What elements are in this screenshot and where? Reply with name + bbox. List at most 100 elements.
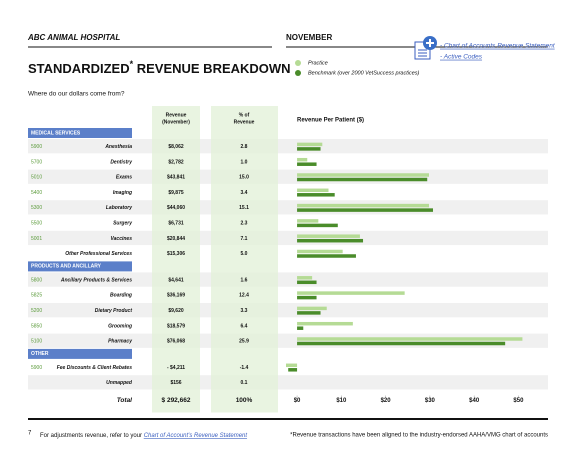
- bar: [297, 173, 430, 177]
- x-tick-label: $0: [294, 398, 301, 404]
- chart-title: Revenue Per Patient ($): [297, 118, 364, 124]
- row-name: Surgery: [113, 220, 132, 226]
- percent: 3.4: [241, 190, 248, 196]
- column-header: (November): [162, 119, 190, 125]
- title-mark: *: [130, 59, 134, 69]
- row-name: Vaccines: [111, 236, 133, 242]
- revenue: - $4,211: [167, 365, 185, 371]
- row-name: Dentistry: [110, 159, 132, 165]
- note: For adjustments revenue, refer to your: [40, 433, 144, 439]
- bar: [297, 203, 430, 208]
- bar: [297, 234, 360, 238]
- link[interactable]: - Chart of Accounts Revenue Statement: [440, 43, 556, 50]
- footer-note: For adjustments revenue, refer to your C…: [40, 433, 247, 439]
- section-title: MEDICAL SERVICES: [31, 130, 81, 136]
- row-name: Anesthesia: [104, 144, 132, 150]
- bar: [297, 311, 321, 315]
- revenue: $4,641: [168, 277, 184, 283]
- code: 5300: [31, 205, 42, 211]
- column-header: Revenue: [166, 112, 187, 118]
- code: 5825: [31, 293, 42, 299]
- code: 5900: [31, 365, 42, 371]
- section-title: PRODUCTS AND ANCILLARY: [31, 264, 102, 270]
- title: STANDARDIZED* REVENUE BREAKDOWN: [28, 59, 291, 76]
- x-tick-label: $30: [425, 398, 436, 404]
- code: 5500: [31, 220, 42, 226]
- row-stripe: [28, 169, 548, 184]
- code: 5400: [31, 190, 42, 196]
- code: 5100: [31, 339, 42, 345]
- subtitle: Where do our dollars come from?: [28, 91, 125, 98]
- bar: [297, 341, 506, 346]
- total-revenue: $ 292,662: [162, 397, 191, 404]
- bar: [297, 321, 353, 326]
- revenue: $156: [170, 380, 181, 386]
- bar: [288, 368, 298, 372]
- bar: [297, 208, 433, 212]
- percent: 12.4: [239, 293, 249, 299]
- x-tick-label: $50: [513, 398, 524, 404]
- revenue: $18,579: [167, 323, 185, 329]
- code: 5010: [31, 175, 42, 181]
- bar: [297, 238, 364, 243]
- row-name: Exams: [116, 175, 132, 181]
- percent: 1.0: [241, 159, 248, 165]
- bar: [297, 219, 319, 223]
- percent: 3.3: [241, 308, 248, 314]
- legend-label: Practice: [308, 60, 328, 66]
- page-number: 7: [28, 431, 32, 437]
- legend-swatch: [295, 70, 301, 76]
- column-header: Revenue: [234, 119, 255, 125]
- column-band: [152, 106, 200, 413]
- code: 5001: [31, 236, 42, 242]
- revenue: $44,060: [167, 205, 185, 211]
- row-name: Fee Discounts & Client Rebates: [57, 365, 133, 371]
- revenue: $9,875: [168, 190, 184, 196]
- row-name: Boarding: [110, 293, 132, 299]
- bar: [297, 254, 356, 258]
- revenue: $15,306: [167, 251, 185, 257]
- percent: 25.9: [239, 339, 249, 345]
- row-name: Dietary Product: [95, 308, 133, 314]
- x-tick-label: $40: [469, 398, 480, 404]
- percent: 0.1: [241, 380, 248, 386]
- revenue: $6,731: [168, 220, 184, 226]
- bar: [297, 188, 329, 193]
- percent: 6.4: [241, 323, 248, 329]
- percent: 5.0: [241, 251, 248, 257]
- hospital: ABC ANIMAL HOSPITAL: [27, 33, 120, 42]
- row-name: Imaging: [113, 190, 132, 196]
- row-stripe: [28, 230, 548, 246]
- footer-link[interactable]: Chart of Account's Revenue Statement: [144, 433, 248, 439]
- column-bands: [152, 106, 278, 413]
- bar: [297, 280, 317, 285]
- code: 5800: [31, 277, 42, 283]
- code: 5200: [31, 308, 42, 314]
- revenue: $2,782: [168, 159, 184, 165]
- bar: [297, 162, 317, 166]
- bar: [297, 337, 523, 341]
- code: 5850: [31, 323, 42, 329]
- title-text: REVENUE BREAKDOWN: [133, 61, 290, 76]
- percent: 2.8: [241, 144, 248, 150]
- percent: -1.4: [240, 365, 249, 371]
- percent: 15.1: [239, 205, 249, 211]
- x-tick-label: $10: [336, 398, 347, 404]
- row-name: Ancillary Products & Services: [60, 277, 132, 283]
- footnote: *Revenue transactions have been aligned …: [290, 433, 548, 439]
- code: 5900: [31, 144, 42, 150]
- bar: [297, 142, 323, 147]
- percent: 15.0: [239, 175, 249, 181]
- row-name: Grooming: [108, 323, 132, 329]
- total-percent: 100%: [236, 397, 253, 404]
- revenue: $76,068: [167, 339, 185, 345]
- row-name: Pharmacy: [108, 339, 132, 345]
- bar: [297, 295, 317, 300]
- bar: [297, 291, 405, 295]
- row-name: Laboratory: [106, 205, 132, 211]
- link[interactable]: - Active Codes: [440, 54, 483, 61]
- section-header: [28, 348, 132, 359]
- bar: [297, 326, 304, 330]
- row-name: Unmapped: [106, 380, 133, 386]
